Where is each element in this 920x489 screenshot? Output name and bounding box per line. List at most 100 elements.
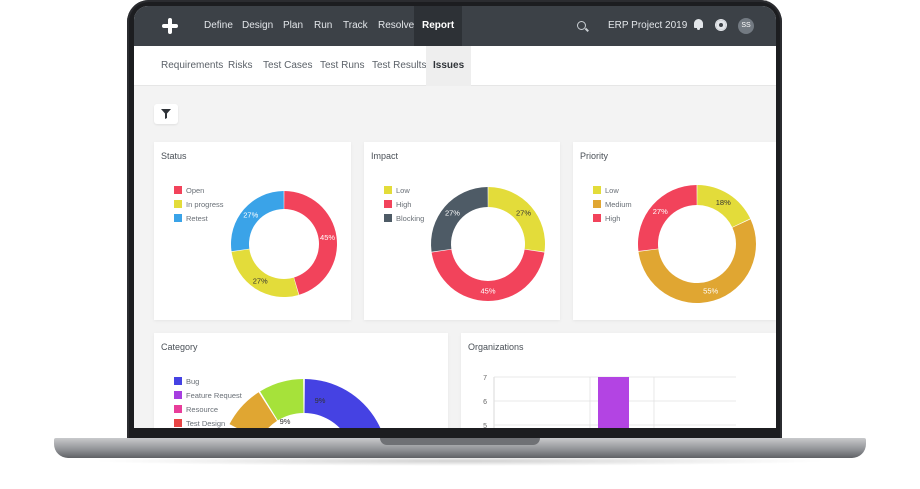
- donut-slice[interactable]: [431, 187, 488, 252]
- tab-issues[interactable]: Issues: [426, 46, 472, 86]
- donut-slice[interactable]: [431, 249, 545, 301]
- legend-swatch: [384, 214, 392, 222]
- nav-report[interactable]: Report: [414, 6, 463, 46]
- donut-slice[interactable]: [304, 379, 389, 428]
- impact-title: Impact: [371, 151, 399, 161]
- data-label: 9%: [280, 417, 291, 426]
- legend-item[interactable]: In progress: [174, 200, 224, 214]
- nav-define[interactable]: Define: [204, 20, 233, 31]
- legend-label: High: [396, 200, 412, 209]
- legend-item[interactable]: Medium: [593, 200, 632, 214]
- legend-item[interactable]: Test Design: [174, 419, 242, 428]
- laptop-shadow: [90, 456, 830, 466]
- legend-item[interactable]: Low: [384, 186, 424, 200]
- legend-swatch: [174, 377, 182, 385]
- legend-item[interactable]: Resource: [174, 405, 242, 419]
- impact-donut: 27% 45% 27%: [431, 187, 545, 301]
- legend-swatch: [174, 405, 182, 413]
- donut-slice[interactable]: [260, 379, 304, 421]
- donut-slice[interactable]: [638, 219, 756, 303]
- data-label: 27%: [253, 277, 268, 286]
- data-label: 45%: [480, 287, 495, 296]
- gear-icon[interactable]: [716, 20, 726, 30]
- project-selector[interactable]: ERP Project 2019: [608, 20, 688, 31]
- data-label: 27%: [516, 209, 531, 218]
- tab-requirements[interactable]: Requirements: [161, 60, 224, 71]
- legend-item[interactable]: Feature Request: [174, 391, 242, 405]
- legend-label: Resource: [186, 405, 219, 414]
- donut-slice[interactable]: [229, 392, 278, 428]
- laptop-base: [54, 438, 866, 458]
- logo-icon[interactable]: [162, 18, 178, 34]
- legend-item[interactable]: Blocking: [384, 214, 424, 228]
- tick-label: 6: [483, 399, 487, 406]
- data-label: 18%: [716, 198, 731, 207]
- legend-label: Blocking: [396, 214, 425, 223]
- status-legend: Open In progress Retest: [174, 186, 224, 228]
- legend-swatch: [593, 186, 601, 194]
- category-title: Category: [161, 342, 198, 352]
- data-label: 9%: [315, 396, 326, 405]
- legend-label: Low: [605, 186, 619, 195]
- legend-swatch: [174, 186, 182, 194]
- tab-test-results[interactable]: Test Results: [372, 60, 427, 71]
- donut-slice[interactable]: [231, 191, 284, 252]
- legend-swatch: [174, 214, 182, 222]
- legend-swatch: [384, 200, 392, 208]
- priority-legend: Low Medium High: [593, 186, 632, 228]
- nav-resolve[interactable]: Resolve: [378, 20, 415, 31]
- filter-button[interactable]: [154, 104, 178, 124]
- legend-swatch: [174, 419, 182, 427]
- category-legend: Bug Feature Request Resource Test Design: [174, 377, 242, 428]
- status-title: Status: [161, 151, 187, 161]
- priority-title: Priority: [580, 151, 609, 161]
- tick-label: 5: [483, 423, 487, 428]
- category-donut: 9% 9%: [229, 379, 389, 428]
- legend-label: High: [605, 214, 621, 223]
- search-icon[interactable]: [577, 21, 586, 30]
- tab-test-runs[interactable]: Test Runs: [320, 60, 365, 71]
- donut-slice[interactable]: [697, 185, 751, 228]
- bar: [598, 377, 629, 428]
- data-label: 27%: [653, 207, 668, 216]
- nav-plan[interactable]: Plan: [283, 20, 304, 31]
- legend-swatch: [593, 214, 601, 222]
- data-label: 55%: [703, 287, 718, 296]
- donut-slice[interactable]: [231, 249, 299, 297]
- legend-item[interactable]: Open: [174, 186, 224, 200]
- nav-track[interactable]: Track: [343, 20, 368, 31]
- legend-swatch: [174, 200, 182, 208]
- tab-test-cases[interactable]: Test Cases: [263, 60, 313, 71]
- legend-swatch: [174, 391, 182, 399]
- priority-card: Priority Low Medium High 18% 55% 27%: [573, 142, 776, 320]
- legend-swatch: [384, 186, 392, 194]
- donut-slice[interactable]: [488, 187, 545, 252]
- legend-label: Medium: [605, 200, 632, 209]
- legend-item[interactable]: High: [384, 200, 424, 214]
- donut-slice[interactable]: [284, 191, 338, 295]
- filter-icon: [161, 109, 171, 119]
- legend-label: Retest: [186, 214, 208, 223]
- legend-label: Feature Request: [186, 391, 242, 400]
- top-navigation: Define Design Plan Run Track Resolve Rep…: [134, 6, 776, 46]
- legend-item[interactable]: Retest: [174, 214, 224, 228]
- tab-risks[interactable]: Risks: [228, 60, 253, 71]
- donut-slice[interactable]: [638, 185, 697, 252]
- legend-swatch: [593, 200, 601, 208]
- organizations-card: Organizations 7 6 5: [461, 333, 776, 428]
- data-label: 27%: [243, 211, 258, 220]
- legend-item[interactable]: Low: [593, 186, 632, 200]
- legend-label: Test Design: [186, 419, 226, 428]
- legend-label: In progress: [186, 200, 224, 209]
- nav-run[interactable]: Run: [314, 20, 333, 31]
- bell-icon[interactable]: [694, 19, 703, 30]
- priority-donut: 18% 55% 27%: [638, 185, 756, 303]
- legend-label: Low: [396, 186, 410, 195]
- legend-item[interactable]: Bug: [174, 377, 242, 391]
- status-donut: 45% 27% 27%: [231, 191, 338, 297]
- avatar[interactable]: SS: [738, 18, 754, 34]
- app-screen: Define Design Plan Run Track Resolve Rep…: [134, 6, 776, 428]
- legend-item[interactable]: High: [593, 214, 632, 228]
- nav-design[interactable]: Design: [242, 20, 274, 31]
